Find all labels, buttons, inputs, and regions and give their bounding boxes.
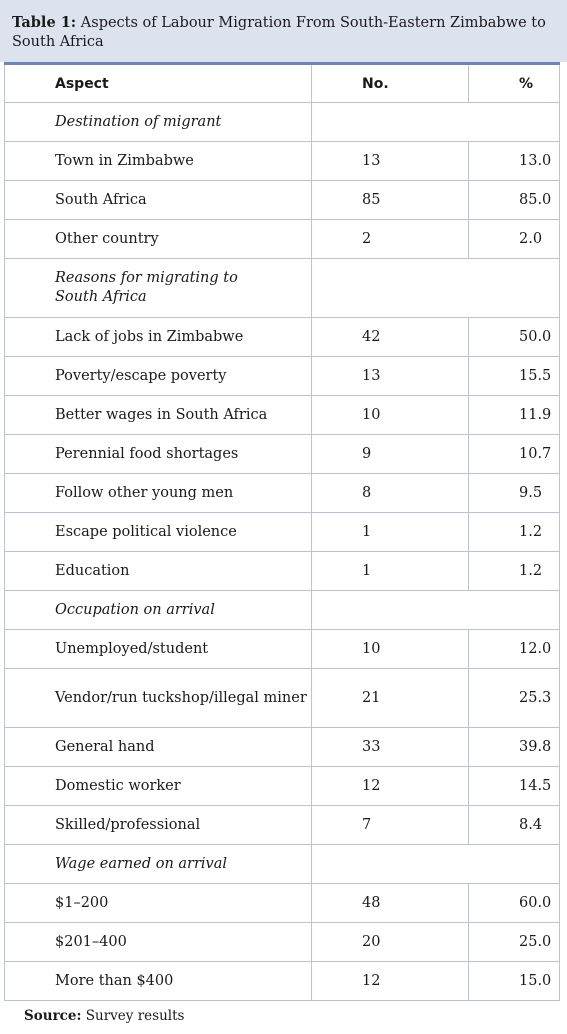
cell-no: 33 xyxy=(311,727,469,767)
header-pct: % xyxy=(468,62,560,103)
cell-no: 8 xyxy=(311,473,469,513)
cell-pct: 11.9 xyxy=(468,395,560,435)
table-row: Skilled/professional 7 8.4 xyxy=(4,805,560,845)
cell-aspect: Follow other young men xyxy=(4,473,312,513)
cell-pct: 25.0 xyxy=(468,922,560,962)
section-row: Destination of migrant xyxy=(4,102,560,142)
header-no: No. xyxy=(311,62,469,103)
cell-pct: 2.0 xyxy=(468,219,560,259)
table-row: Perennial food shortages 9 10.7 xyxy=(4,434,560,474)
cell-no: 48 xyxy=(311,883,469,923)
cell-no: 1 xyxy=(311,512,469,552)
cell-aspect: More than $400 xyxy=(4,961,312,1001)
section-row: Occupation on arrival xyxy=(4,590,560,630)
table-row: South Africa 85 85.0 xyxy=(4,180,560,220)
cell-no: 2 xyxy=(311,219,469,259)
cell-pct: 1.2 xyxy=(468,512,560,552)
cell-pct: 9.5 xyxy=(468,473,560,513)
cell-no: 21 xyxy=(311,668,469,728)
table-row: Unemployed/student 10 12.0 xyxy=(4,629,560,669)
source-label: Source: xyxy=(24,1008,82,1024)
cell-aspect: Vendor/run tuckshop/illegal miner xyxy=(4,668,312,728)
cell-no: 10 xyxy=(311,629,469,669)
cell-aspect: Poverty/escape poverty xyxy=(4,356,312,396)
cell-no: 13 xyxy=(311,356,469,396)
cell-aspect: Escape political violence xyxy=(4,512,312,552)
cell-aspect: Education xyxy=(4,551,312,591)
table-row: Lack of jobs in Zimbabwe 42 50.0 xyxy=(4,317,560,357)
table-title: Aspects of Labour Migration From South-E… xyxy=(12,15,546,50)
section-title: Reasons for migrating to South Africa xyxy=(4,258,312,318)
cell-aspect: General hand xyxy=(4,727,312,767)
table-row: $1–200 48 60.0 xyxy=(4,883,560,923)
cell-pct: 12.0 xyxy=(468,629,560,669)
cell-pct: 50.0 xyxy=(468,317,560,357)
cell-no: 10 xyxy=(311,395,469,435)
cell-no: 9 xyxy=(311,434,469,474)
source-note: Source: Survey results xyxy=(24,1008,184,1024)
section-title: Wage earned on arrival xyxy=(4,844,312,884)
section-spacer xyxy=(311,590,560,630)
cell-pct: 8.4 xyxy=(468,805,560,845)
cell-pct: 10.7 xyxy=(468,434,560,474)
cell-no: 13 xyxy=(311,141,469,181)
table-row: More than $400 12 15.0 xyxy=(4,961,560,1001)
cell-no: 12 xyxy=(311,766,469,806)
cell-no: 42 xyxy=(311,317,469,357)
section-spacer xyxy=(311,102,560,142)
header-row: Aspect No. % xyxy=(4,62,560,103)
cell-pct: 1.2 xyxy=(468,551,560,591)
table-row: General hand 33 39.8 xyxy=(4,727,560,767)
table-label: Table 1: xyxy=(12,14,77,31)
table-row: Vendor/run tuckshop/illegal miner 21 25.3 xyxy=(4,668,560,728)
table-row: Follow other young men 8 9.5 xyxy=(4,473,560,513)
section-row: Reasons for migrating to South Africa xyxy=(4,258,560,318)
cell-no: 1 xyxy=(311,551,469,591)
cell-pct: 85.0 xyxy=(468,180,560,220)
section-spacer xyxy=(311,258,560,318)
source-text: Survey results xyxy=(81,1008,185,1024)
table-row: Other country 2 2.0 xyxy=(4,219,560,259)
table-body: Destination of migrant Town in Zimbabwe 13… xyxy=(4,102,560,1001)
cell-no: 85 xyxy=(311,180,469,220)
section-spacer xyxy=(311,844,560,884)
section-title: Occupation on arrival xyxy=(4,590,312,630)
table-row: Escape political violence 1 1.2 xyxy=(4,512,560,552)
cell-pct: 13.0 xyxy=(468,141,560,181)
cell-pct: 14.5 xyxy=(468,766,560,806)
cell-aspect: Unemployed/student xyxy=(4,629,312,669)
cell-aspect: Town in Zimbabwe xyxy=(4,141,312,181)
cell-aspect: $1–200 xyxy=(4,883,312,923)
cell-pct: 39.8 xyxy=(468,727,560,767)
cell-aspect: Skilled/professional xyxy=(4,805,312,845)
header-aspect: Aspect xyxy=(4,62,312,103)
cell-aspect: South Africa xyxy=(4,180,312,220)
table-caption: Table 1: Aspects of Labour Migration Fro… xyxy=(0,0,567,62)
table-row: $201–400 20 25.0 xyxy=(4,922,560,962)
cell-pct: 60.0 xyxy=(468,883,560,923)
section-row: Wage earned on arrival xyxy=(4,844,560,884)
cell-aspect: Lack of jobs in Zimbabwe xyxy=(4,317,312,357)
table-row: Education 1 1.2 xyxy=(4,551,560,591)
cell-no: 20 xyxy=(311,922,469,962)
table-row: Better wages in South Africa 10 11.9 xyxy=(4,395,560,435)
cell-aspect: Domestic worker xyxy=(4,766,312,806)
cell-aspect: Perennial food shortages xyxy=(4,434,312,474)
migration-table: Aspect No. % Destination of migrant Town … xyxy=(4,62,560,1001)
cell-no: 12 xyxy=(311,961,469,1001)
cell-aspect: $201–400 xyxy=(4,922,312,962)
table-row: Domestic worker 12 14.5 xyxy=(4,766,560,806)
cell-pct: 25.3 xyxy=(468,668,560,728)
cell-aspect: Other country xyxy=(4,219,312,259)
cell-pct: 15.0 xyxy=(468,961,560,1001)
section-title: Destination of migrant xyxy=(4,102,312,142)
cell-no: 7 xyxy=(311,805,469,845)
cell-aspect: Better wages in South Africa xyxy=(4,395,312,435)
table-row: Town in Zimbabwe 13 13.0 xyxy=(4,141,560,181)
table-row: Poverty/escape poverty 13 15.5 xyxy=(4,356,560,396)
cell-pct: 15.5 xyxy=(468,356,560,396)
